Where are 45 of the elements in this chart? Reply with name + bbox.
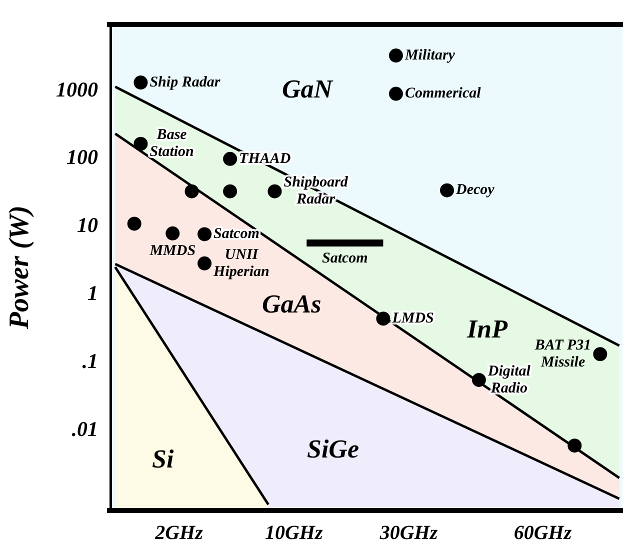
series-label: Si: [152, 444, 174, 474]
y-tick-label: .01: [72, 416, 98, 441]
series-label: InP: [466, 314, 509, 344]
x-tick-label: 30GHz: [378, 522, 438, 544]
series-label: BAT P31 Missile: [534, 338, 592, 371]
series-label: Digital Radio: [486, 363, 532, 396]
point: [388, 86, 403, 101]
point: [223, 184, 238, 198]
series-label: SiGe: [307, 434, 359, 464]
y-tick-label: 100: [66, 145, 98, 170]
series-label: UNII Hiperian: [212, 246, 270, 280]
x-tick-label: 60GHz: [514, 522, 572, 544]
point: [388, 48, 403, 63]
series-label: Commerical: [404, 86, 482, 102]
point: [127, 216, 142, 231]
point: [134, 136, 148, 151]
y-tick-label: 1000: [56, 77, 98, 102]
series-label: Decoy: [455, 182, 495, 198]
series-label: MMDS: [148, 242, 196, 259]
point: [440, 183, 454, 198]
point: [376, 312, 390, 326]
point: [166, 226, 180, 240]
series-label: Satcom: [214, 226, 260, 242]
point: [134, 76, 148, 90]
point: [268, 184, 282, 198]
series-label: Ship Radar: [150, 74, 220, 90]
series-label: Military: [404, 47, 456, 64]
point: [223, 152, 238, 166]
point: [472, 372, 486, 387]
series-label: Base Station: [150, 127, 194, 160]
series-label: LMDS: [391, 310, 434, 326]
y-tick-label: .1: [82, 348, 98, 373]
x-tick-label: 10GHz: [264, 522, 323, 544]
y-axis-title: Power (W): [4, 205, 36, 330]
series-label: GaAs: [262, 289, 322, 318]
point: [198, 227, 212, 242]
band-label: GaN: [282, 74, 334, 104]
point: [593, 347, 608, 362]
y-tick-label: 10: [77, 213, 98, 238]
y-tick-label: 1: [88, 281, 98, 306]
series-label: Satcom: [322, 250, 368, 266]
point: [184, 184, 199, 198]
point: [568, 438, 582, 453]
x-tick-label: 2GHz: [154, 522, 204, 544]
point: [198, 256, 212, 270]
